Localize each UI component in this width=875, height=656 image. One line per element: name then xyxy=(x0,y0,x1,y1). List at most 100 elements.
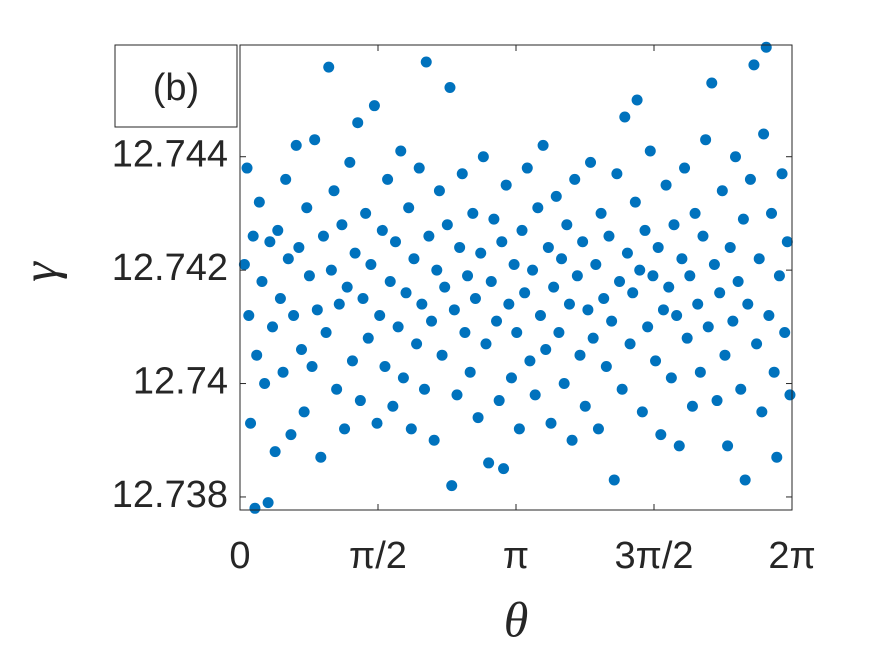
y-tick-label: 12.738 xyxy=(112,474,228,516)
point xyxy=(634,264,646,276)
point xyxy=(614,275,626,287)
point xyxy=(540,344,552,356)
point xyxy=(400,287,412,299)
point xyxy=(784,389,796,401)
point xyxy=(493,395,505,407)
point xyxy=(692,298,704,310)
point xyxy=(729,151,741,163)
points xyxy=(238,41,796,514)
point xyxy=(298,406,310,418)
point xyxy=(627,287,639,299)
point xyxy=(272,224,284,236)
point xyxy=(571,270,583,282)
point xyxy=(722,440,734,452)
point xyxy=(311,304,323,316)
point xyxy=(267,321,279,333)
point xyxy=(387,400,399,412)
point xyxy=(582,304,594,316)
point xyxy=(585,156,597,168)
point xyxy=(706,77,718,89)
point xyxy=(676,253,688,265)
point xyxy=(600,361,612,373)
point xyxy=(253,196,265,208)
point xyxy=(739,474,751,486)
point xyxy=(553,327,565,339)
point xyxy=(566,434,578,446)
y-tick-label: 12.74 xyxy=(133,361,228,403)
point xyxy=(650,355,662,367)
point xyxy=(595,207,607,219)
point xyxy=(397,372,409,384)
point xyxy=(256,275,268,287)
point xyxy=(282,253,294,265)
point xyxy=(516,224,528,236)
point xyxy=(524,355,536,367)
point xyxy=(711,395,723,407)
point xyxy=(577,236,589,248)
point xyxy=(616,383,628,395)
point xyxy=(245,417,257,429)
point xyxy=(779,327,791,339)
point xyxy=(249,502,261,514)
point xyxy=(763,309,775,321)
point xyxy=(751,338,763,350)
point xyxy=(668,219,680,231)
point xyxy=(498,463,510,475)
point xyxy=(392,321,404,333)
point xyxy=(556,253,568,265)
point xyxy=(259,378,271,390)
point xyxy=(331,383,343,395)
point xyxy=(561,219,573,231)
point xyxy=(280,173,292,185)
point xyxy=(439,281,451,293)
point xyxy=(681,332,693,344)
point xyxy=(716,185,728,197)
annotation: (b) xyxy=(153,67,199,109)
point xyxy=(500,179,512,191)
point xyxy=(395,145,407,157)
point xyxy=(496,236,508,248)
point xyxy=(357,292,369,304)
x-tick-label: 3π/2 xyxy=(614,535,693,577)
point xyxy=(724,241,736,253)
point xyxy=(464,366,476,378)
point xyxy=(328,185,340,197)
point xyxy=(537,139,549,151)
point xyxy=(456,168,468,180)
point xyxy=(290,139,302,151)
point xyxy=(251,349,263,361)
point xyxy=(550,190,562,202)
point xyxy=(642,321,654,333)
point xyxy=(315,451,327,463)
point xyxy=(269,446,281,458)
point xyxy=(744,173,756,185)
y-tick-label: 12.744 xyxy=(112,134,228,176)
point xyxy=(362,332,374,344)
point xyxy=(339,423,351,435)
point xyxy=(671,309,683,321)
point xyxy=(639,224,651,236)
point xyxy=(264,236,276,248)
point xyxy=(411,338,423,350)
point xyxy=(714,287,726,299)
point xyxy=(558,378,570,390)
point xyxy=(376,224,388,236)
point xyxy=(451,389,463,401)
point xyxy=(697,230,709,242)
point xyxy=(771,451,783,463)
point xyxy=(454,241,466,253)
point xyxy=(325,264,337,276)
point xyxy=(309,134,321,146)
point xyxy=(354,395,366,407)
point xyxy=(433,185,445,197)
point xyxy=(719,349,731,361)
point xyxy=(285,429,297,441)
point xyxy=(534,309,546,321)
point xyxy=(428,434,440,446)
point xyxy=(748,59,760,71)
point xyxy=(519,287,531,299)
point xyxy=(689,207,701,219)
point xyxy=(756,406,768,418)
point xyxy=(469,292,481,304)
point xyxy=(505,372,517,384)
